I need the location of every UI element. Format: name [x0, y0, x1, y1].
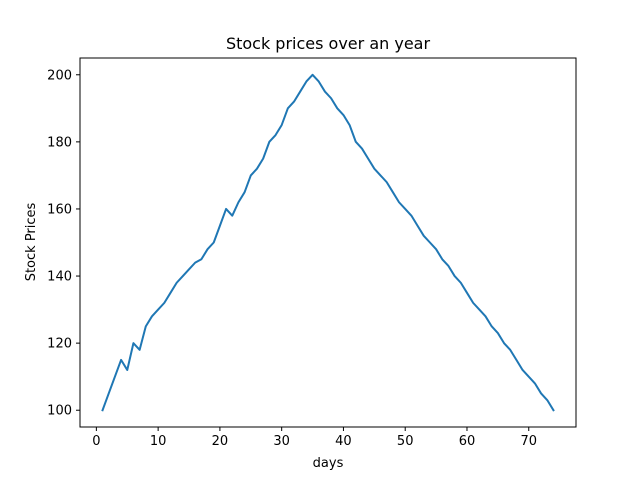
- x-tick-label: 40: [335, 434, 352, 449]
- y-tick-label: 100: [47, 404, 72, 419]
- y-axis-label: Stock Prices: [24, 202, 39, 281]
- x-tick-label: 50: [397, 434, 414, 449]
- x-axis-label: days: [313, 456, 344, 471]
- x-tick-label: 20: [212, 434, 229, 449]
- y-tick-label: 180: [47, 135, 72, 150]
- x-tick-label: 60: [459, 434, 476, 449]
- series-line: [101, 73, 555, 412]
- y-tick-label: 140: [47, 270, 72, 285]
- y-tick-label: 160: [47, 202, 72, 217]
- plot-area-frame: [79, 57, 577, 428]
- x-tick-label: 70: [520, 434, 537, 449]
- x-tick-label: 0: [92, 434, 100, 449]
- y-axis-ticks: 100 120 140 160 180 200: [47, 68, 80, 419]
- series-layer: [101, 73, 555, 412]
- x-tick-label: 10: [150, 434, 167, 449]
- x-tick-label: 30: [273, 434, 290, 449]
- y-tick-label: 120: [47, 337, 72, 352]
- chart-title: Stock prices over an year: [226, 34, 431, 53]
- y-tick-label: 200: [47, 68, 72, 83]
- x-axis-ticks: 0 10 20 30 40 50 60 70: [92, 427, 537, 449]
